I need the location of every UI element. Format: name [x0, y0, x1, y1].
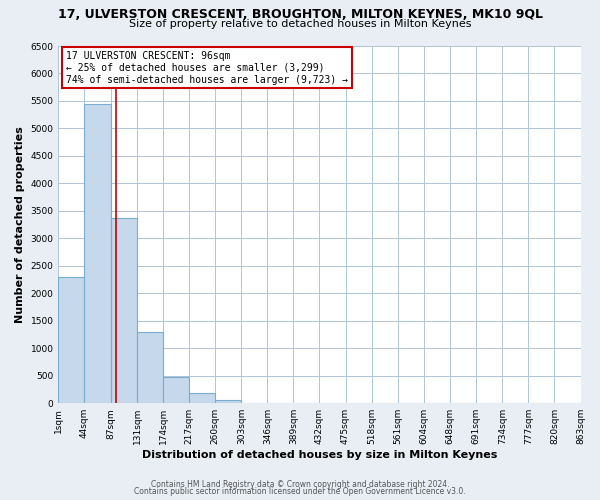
Text: Contains HM Land Registry data © Crown copyright and database right 2024.: Contains HM Land Registry data © Crown c…	[151, 480, 449, 489]
Text: Contains public sector information licensed under the Open Government Licence v3: Contains public sector information licen…	[134, 487, 466, 496]
Bar	[163, 378, 189, 403]
Bar	[58, 277, 85, 403]
Bar	[215, 400, 241, 403]
Bar	[110, 218, 137, 403]
Text: 17, ULVERSTON CRESCENT, BROUGHTON, MILTON KEYNES, MK10 9QL: 17, ULVERSTON CRESCENT, BROUGHTON, MILTO…	[58, 8, 542, 20]
Bar	[137, 332, 163, 403]
Bar	[189, 393, 215, 403]
Y-axis label: Number of detached properties: Number of detached properties	[15, 126, 25, 323]
Bar	[85, 104, 110, 403]
X-axis label: Distribution of detached houses by size in Milton Keynes: Distribution of detached houses by size …	[142, 450, 497, 460]
Text: 17 ULVERSTON CRESCENT: 96sqm
← 25% of detached houses are smaller (3,299)
74% of: 17 ULVERSTON CRESCENT: 96sqm ← 25% of de…	[66, 52, 348, 84]
Text: Size of property relative to detached houses in Milton Keynes: Size of property relative to detached ho…	[129, 19, 471, 29]
